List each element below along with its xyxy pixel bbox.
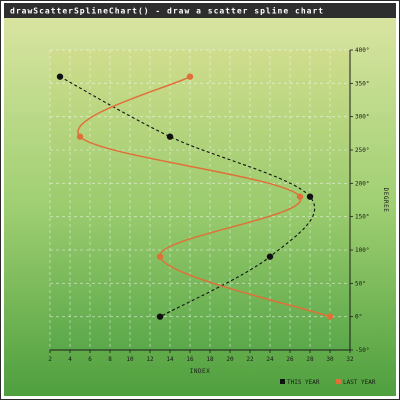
y-tick-label: 50° (355, 280, 366, 287)
x-tick-label: 18 (206, 356, 214, 363)
plot-area (50, 50, 350, 350)
x-tick-label: 14 (166, 356, 174, 363)
legend-label-0: THIS YEAR (287, 379, 320, 386)
x-tick-label: 8 (108, 356, 112, 363)
title-bar (4, 3, 396, 18)
series-point-1 (76, 133, 84, 140)
x-tick-label: 4 (68, 356, 72, 363)
x-tick-label: 22 (246, 356, 254, 363)
legend: THIS YEAR LAST YEAR (280, 379, 376, 386)
legend-swatch-0 (280, 379, 285, 384)
x-axis-title: INDEX (190, 368, 211, 375)
y-tick-label: 150° (355, 214, 369, 221)
legend-swatch-1 (336, 379, 341, 384)
series-point-1 (186, 73, 194, 80)
series-line-0 (59, 76, 316, 318)
series-layer (56, 73, 334, 320)
series-point-0 (56, 73, 64, 80)
series-point-1 (326, 313, 334, 320)
y-tick-label: 300° (355, 114, 369, 121)
y-tick-label: 250° (355, 147, 369, 154)
legend-label-1: LAST YEAR (343, 379, 376, 386)
x-tick-label: 6 (88, 356, 92, 363)
y-tick-label: 100° (355, 247, 369, 254)
chart-title: drawScatterSplineChart() - draw a scatte… (10, 6, 324, 16)
y-tick-label: 350° (355, 80, 369, 87)
series-point-1 (296, 193, 304, 200)
axes: 2 4 6 8 10 12 14 16 18 20 22 24 26 28 30 32-50°0°50°100… (48, 47, 369, 363)
y-tick-label: 0° (355, 314, 362, 321)
series-point-1 (156, 253, 164, 260)
y-tick-label: -50° (355, 347, 369, 354)
x-tick-label: 24 (266, 356, 274, 363)
series-point-0 (306, 193, 314, 200)
x-tick-label: 16 (186, 356, 194, 363)
x-tick-label: 26 (286, 356, 294, 363)
y-tick-label: 200° (355, 180, 369, 187)
y-tick-label: 400° (355, 47, 369, 54)
y-axis-title: DEGREE (382, 188, 389, 213)
series-point-0 (156, 313, 164, 320)
grid-lines (49, 49, 351, 351)
x-tick-label: 28 (306, 356, 314, 363)
series-point-0 (266, 253, 274, 260)
x-tick-label: 32 (346, 356, 354, 363)
x-tick-label: 12 (146, 356, 154, 363)
x-tick-label: 10 (126, 356, 134, 363)
series-point-0 (166, 133, 174, 140)
x-tick-label: 30 (326, 356, 334, 363)
x-tick-label: 20 (226, 356, 234, 363)
x-tick-label: 2 (48, 356, 52, 363)
